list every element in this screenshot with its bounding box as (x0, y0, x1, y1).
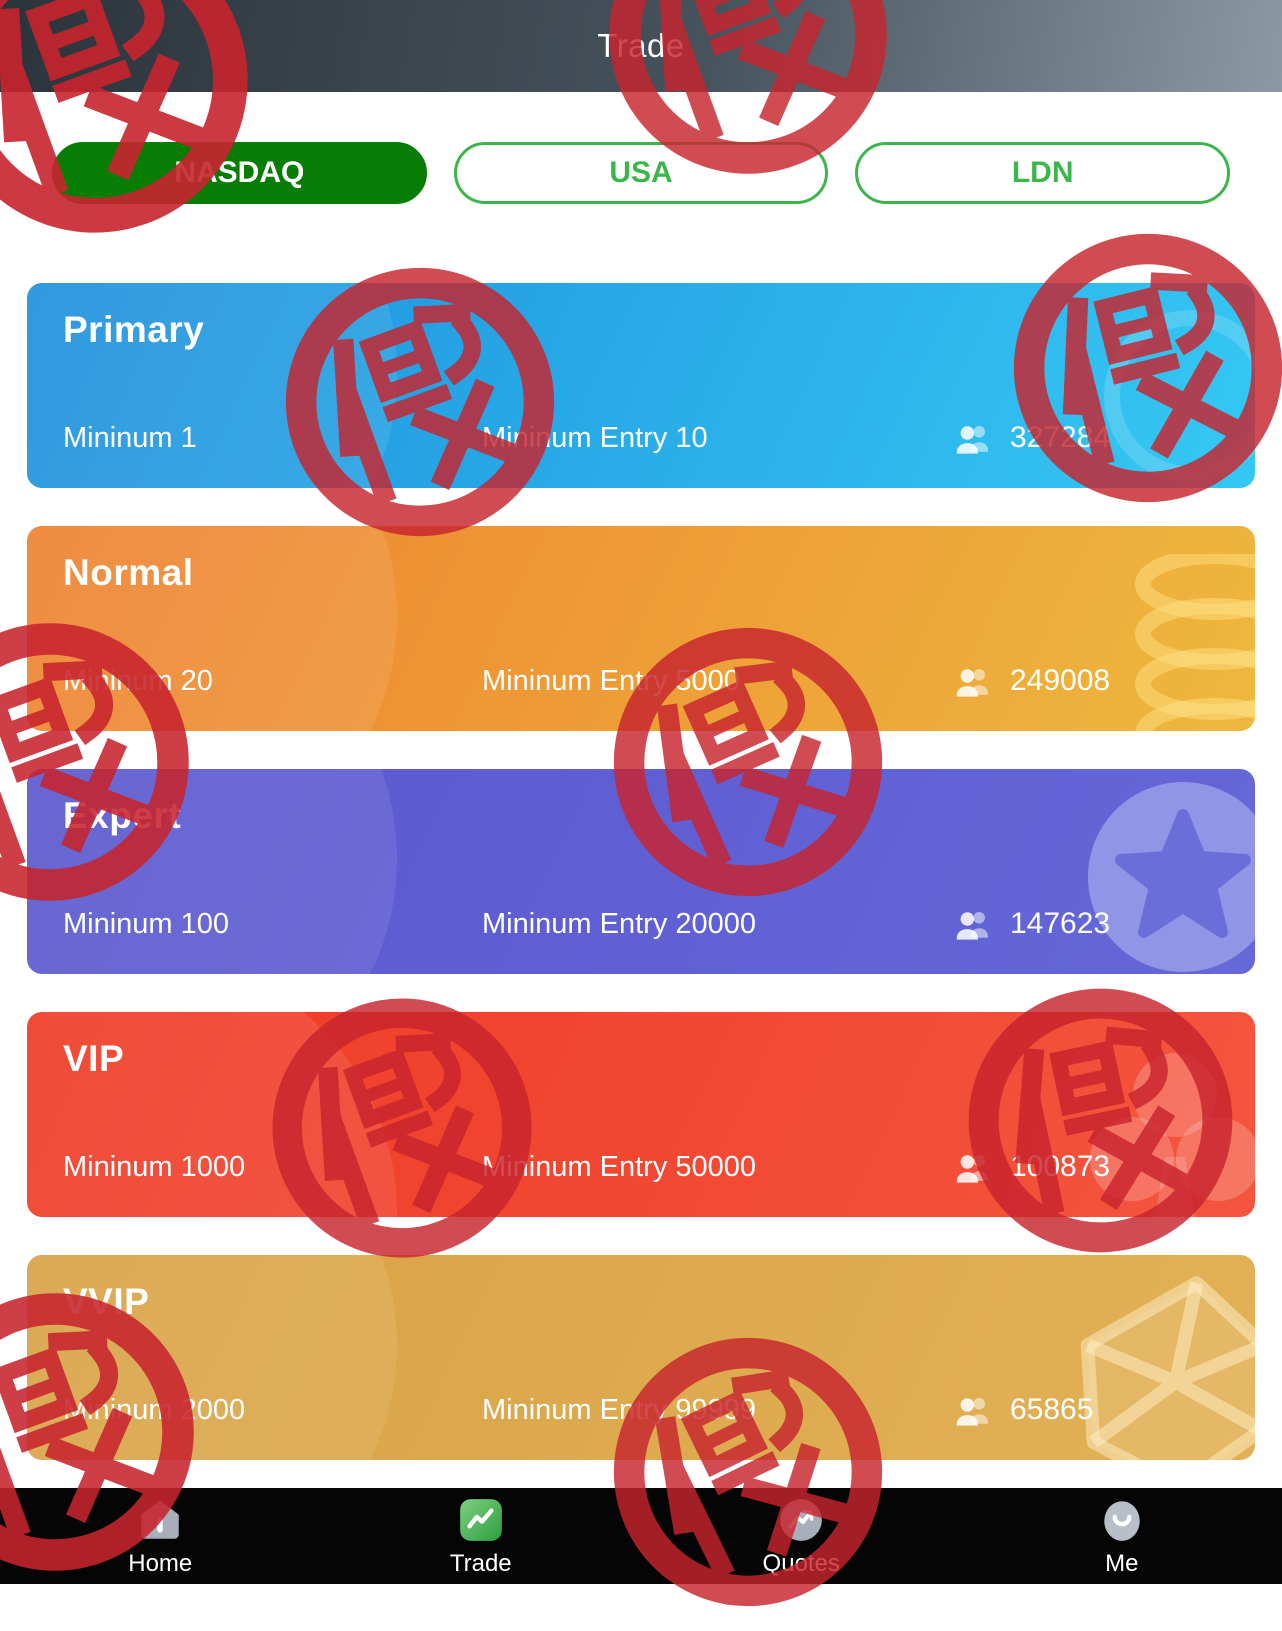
room-entry: Mininum Entry 5000 (482, 665, 950, 698)
nav-label: Home (128, 1550, 192, 1578)
room-minimum: Mininum 2000 (63, 1394, 482, 1427)
room-members-count: 100873 (1010, 1150, 1110, 1184)
room-card-normal[interactable]: Normal Mininum 20 Mininum Entry 5000 249… (27, 526, 1255, 731)
room-info-row: Mininum 1 Mininum Entry 10 327284 (63, 418, 1219, 458)
room-members-count: 327284 (1010, 421, 1110, 455)
page-title: Trade (597, 27, 684, 65)
home-icon (135, 1495, 185, 1545)
room-members: 147623 (950, 904, 1110, 944)
room-members-count: 249008 (1010, 664, 1110, 698)
room-members-count: 65865 (1010, 1393, 1093, 1427)
room-minimum: Mininum 1000 (63, 1151, 482, 1184)
room-name: Normal (63, 552, 193, 594)
trade-chart-icon (456, 1495, 506, 1545)
room-info-row: Mininum 100 Mininum Entry 20000 147623 (63, 904, 1219, 944)
me-person-icon (1097, 1495, 1147, 1545)
bottom-nav: Home Trade Quotes Me (0, 1488, 1282, 1584)
tab-nasdaq[interactable]: NASDAQ (52, 142, 427, 204)
room-members: 249008 (950, 661, 1110, 701)
people-icon (950, 904, 996, 944)
room-info-row: Mininum 1000 Mininum Entry 50000 100873 (63, 1147, 1219, 1187)
room-minimum: Mininum 100 (63, 908, 482, 941)
room-members: 65865 (950, 1390, 1093, 1430)
room-entry: Mininum Entry 10 (482, 422, 950, 455)
people-icon (950, 661, 996, 701)
people-icon (950, 1147, 996, 1187)
star-coin-icon (1083, 777, 1255, 974)
room-info-row: Mininum 20 Mininum Entry 5000 249008 (63, 661, 1219, 701)
nav-item-trade[interactable]: Trade (321, 1488, 642, 1584)
nav-label: Quotes (763, 1550, 840, 1578)
people-icon (950, 418, 996, 458)
room-name: VVIP (63, 1281, 149, 1323)
room-card-vip[interactable]: VIP Mininum 1000 Mininum Entry 50000 100… (27, 1012, 1255, 1217)
room-list: Primary Mininum 1 Mininum Entry 10 32728… (27, 283, 1255, 1498)
room-card-primary[interactable]: Primary Mininum 1 Mininum Entry 10 32728… (27, 283, 1255, 488)
coins-icon (1120, 554, 1255, 731)
room-members: 327284 (950, 418, 1110, 458)
room-members: 100873 (950, 1147, 1110, 1187)
people-icon (950, 1390, 996, 1430)
room-entry: Mininum Entry 50000 (482, 1151, 950, 1184)
nav-item-quotes[interactable]: Quotes (641, 1488, 962, 1584)
market-tabs: NASDAQ USA LDN (0, 142, 1282, 204)
room-entry: Mininum Entry 20000 (482, 908, 950, 941)
nav-item-me[interactable]: Me (962, 1488, 1282, 1584)
quotes-chart-icon (776, 1495, 826, 1545)
room-card-expert[interactable]: Expert Mininum 100 Mininum Entry 20000 1… (27, 769, 1255, 974)
room-minimum: Mininum 1 (63, 422, 482, 455)
room-minimum: Mininum 20 (63, 665, 482, 698)
room-name: VIP (63, 1038, 124, 1080)
nav-item-home[interactable]: Home (0, 1488, 321, 1584)
room-members-count: 147623 (1010, 907, 1110, 941)
room-card-vvip[interactable]: VVIP Mininum 2000 Mininum Entry 99999 65… (27, 1255, 1255, 1460)
app-header: Trade (0, 0, 1282, 92)
tab-ldn[interactable]: LDN (855, 142, 1230, 204)
nav-label: Trade (450, 1550, 512, 1578)
clover-icon (1070, 1037, 1255, 1217)
tab-usa[interactable]: USA (454, 142, 829, 204)
room-name: Primary (63, 309, 204, 351)
room-name: Expert (63, 795, 181, 837)
room-info-row: Mininum 2000 Mininum Entry 99999 65865 (63, 1390, 1219, 1430)
ring-icon (1095, 301, 1255, 488)
nav-label: Me (1105, 1550, 1138, 1578)
room-entry: Mininum Entry 99999 (482, 1394, 950, 1427)
